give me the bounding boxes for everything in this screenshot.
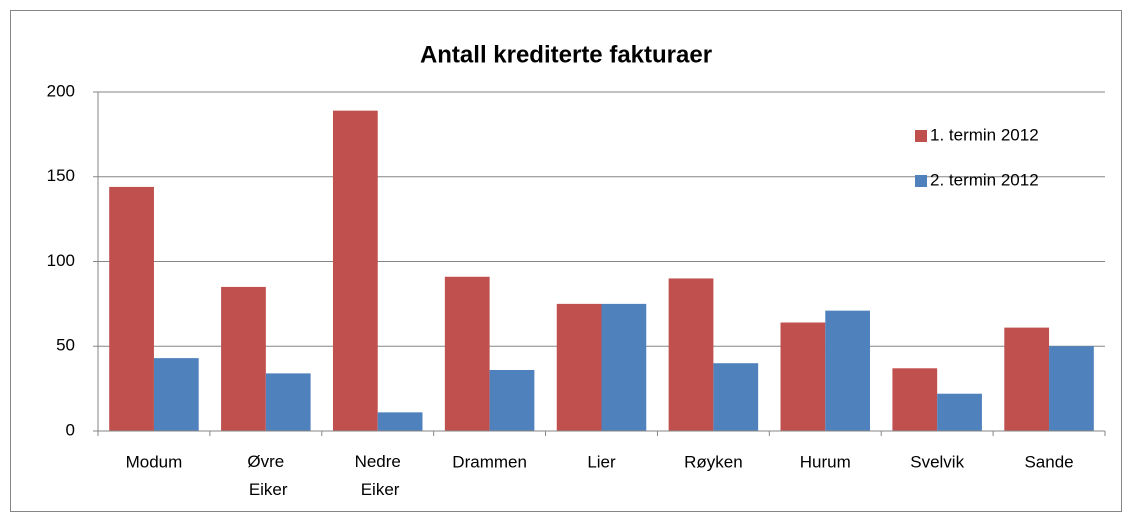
bar (892, 368, 938, 431)
bar (937, 393, 982, 431)
x-tick-label: Hurum (800, 452, 851, 471)
bar (489, 369, 535, 431)
bar (780, 322, 826, 431)
y-tick-label: 200 (47, 81, 75, 100)
bar (825, 310, 871, 431)
x-tick-label: Lier (587, 452, 616, 471)
x-tick-label: Drammen (452, 452, 527, 471)
bar (556, 303, 602, 431)
bar (601, 303, 647, 431)
bar (153, 358, 199, 431)
x-tick-label: Sande (1024, 452, 1073, 471)
bar (332, 110, 378, 432)
bar (668, 278, 714, 431)
bar (713, 363, 759, 431)
legend-swatch (915, 175, 927, 187)
legend-label: 2. termin 2012 (930, 170, 1039, 189)
bar (1049, 346, 1094, 431)
y-tick-label: 150 (47, 166, 75, 185)
bar (221, 286, 266, 431)
y-tick-label: 0 (66, 420, 75, 439)
x-tick-label: Modum (126, 452, 183, 471)
chart-title: Antall krediterte fakturaer (420, 41, 712, 68)
legend-swatch (915, 130, 927, 142)
x-tick-label: Øvre Eiker (244, 452, 288, 499)
x-tick-label: Røyken (684, 452, 743, 471)
y-tick-label: 100 (47, 251, 75, 270)
bar (1004, 327, 1050, 431)
bar (109, 186, 154, 431)
x-tick-label: Svelvik (910, 452, 964, 471)
bar (444, 276, 490, 431)
x-tick-label: Nedre Eiker (355, 452, 401, 499)
y-tick-label: 50 (56, 336, 75, 355)
bar (377, 412, 423, 431)
bar (265, 373, 311, 431)
legend-label: 1. termin 2012 (930, 125, 1039, 144)
